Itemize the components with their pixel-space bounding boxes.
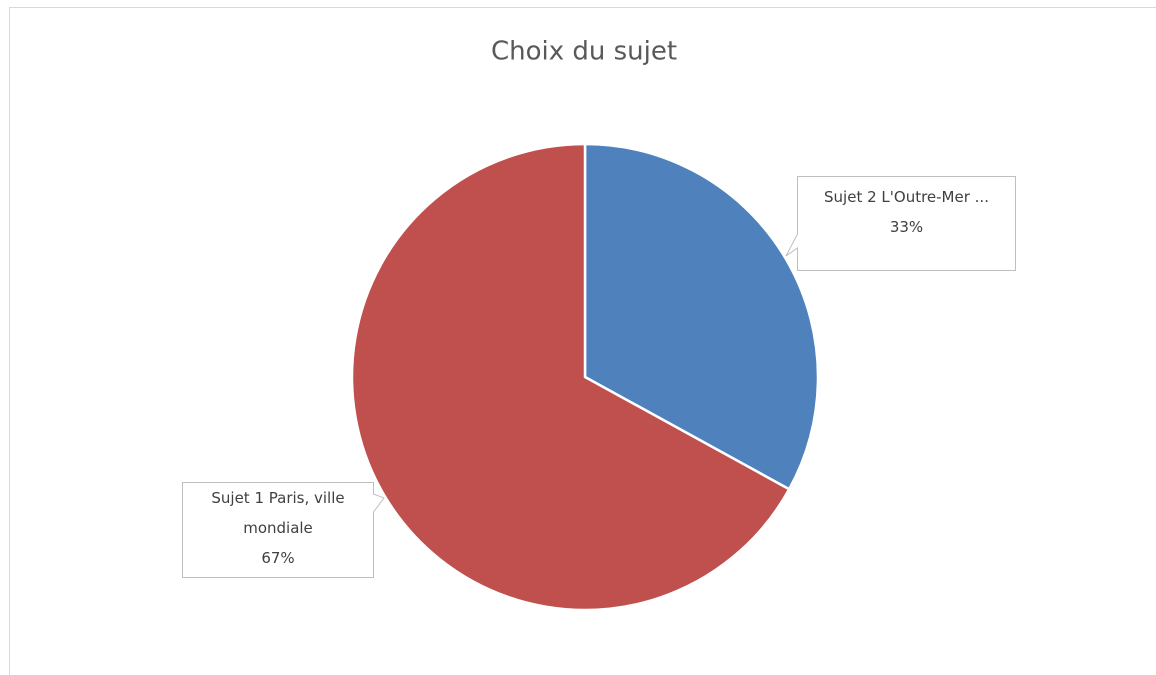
chart-title: Choix du sujet — [491, 37, 677, 67]
callout-box — [785, 176, 1016, 271]
pie-slice — [350, 142, 791, 612]
callout-box — [182, 482, 385, 578]
pie — [350, 142, 820, 612]
slice-value: 67% — [261, 549, 295, 567]
data-label: Sujet 1 Paris, ville mondiale 67% — [183, 483, 373, 573]
pie-slice — [583, 142, 820, 491]
slice-value: 33% — [889, 218, 924, 236]
data-label: Sujet 2 L'Outre-Mer ... 33% — [798, 182, 1015, 242]
slice-name: Sujet 2 L'Outre-Mer ... — [824, 188, 989, 206]
slice-name: Sujet 1 Paris, ville mondiale — [211, 489, 345, 537]
